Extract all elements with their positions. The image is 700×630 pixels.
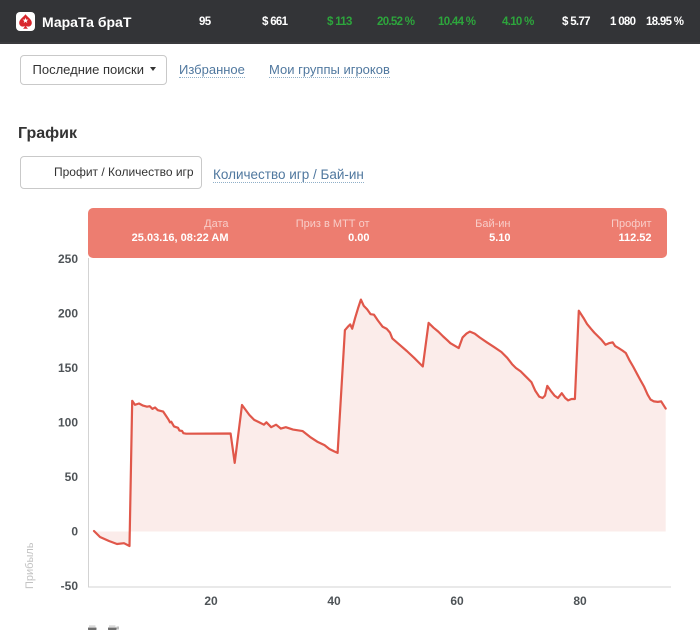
svg-text:100: 100 xyxy=(58,416,78,430)
svg-text:20: 20 xyxy=(204,594,218,608)
svg-text:150: 150 xyxy=(58,361,78,375)
svg-text:★: ★ xyxy=(22,16,29,25)
svg-text:-50: -50 xyxy=(61,579,79,593)
svg-text:60: 60 xyxy=(450,594,464,608)
svg-text:80: 80 xyxy=(573,594,587,608)
svg-text:40: 40 xyxy=(327,594,341,608)
svg-text:250: 250 xyxy=(58,252,78,266)
svg-text:50: 50 xyxy=(65,470,79,484)
svg-text:Прибыль: Прибыль xyxy=(24,542,36,589)
svg-text:200: 200 xyxy=(58,307,78,321)
svg-text:0: 0 xyxy=(71,525,78,539)
